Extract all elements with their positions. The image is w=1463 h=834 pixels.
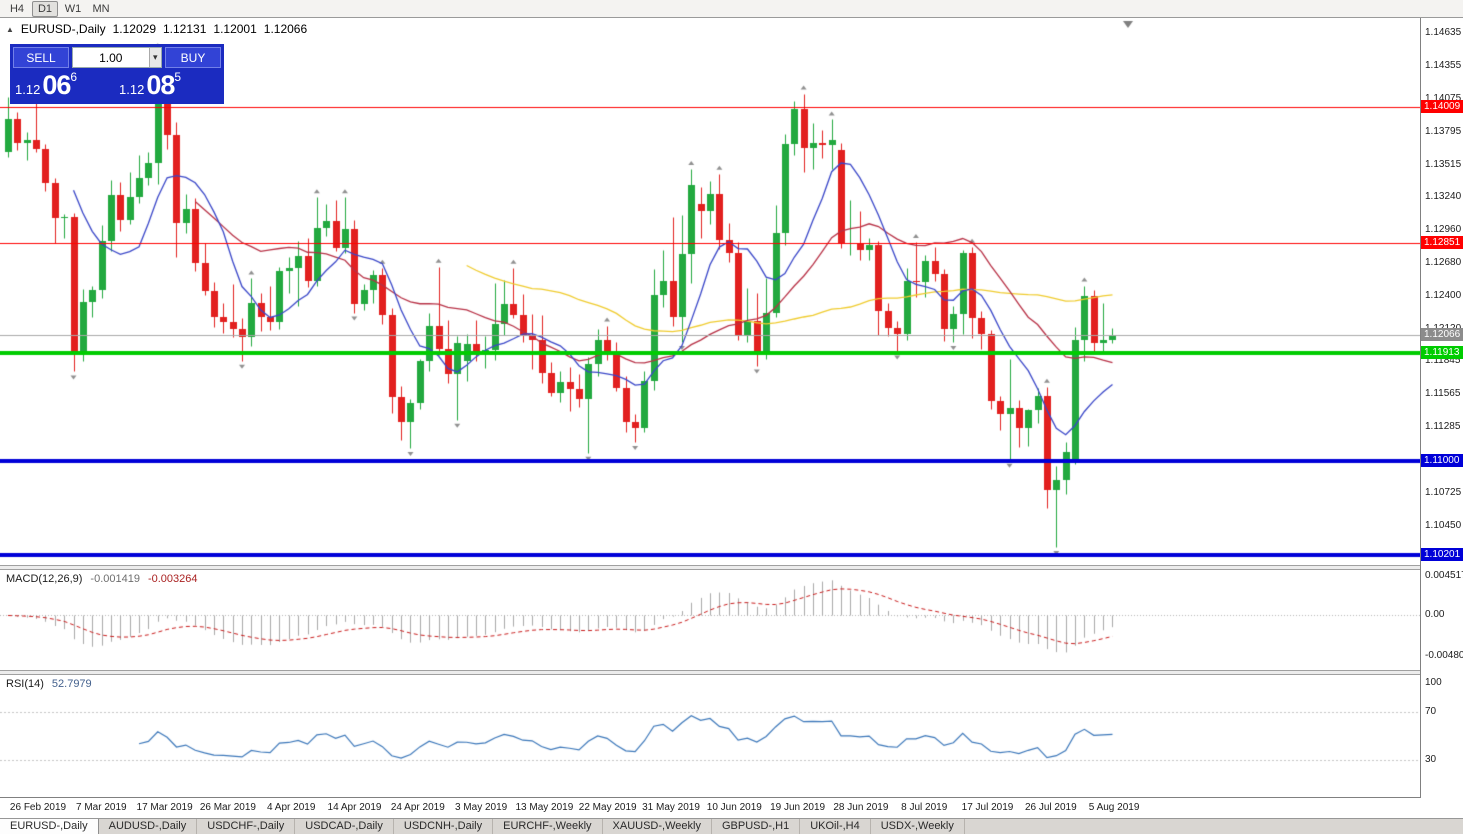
time-label: 13 May 2019 [515, 802, 574, 813]
time-label: 17 Jul 2019 [961, 802, 1014, 813]
price-tick: 1.14355 [1425, 59, 1462, 71]
chart-symbol-period: EURUSD-,Daily [20, 22, 106, 36]
chart-tab-eurchf-weekly[interactable]: EURCHF-,Weekly [493, 819, 603, 834]
chart-tab-audusd-daily[interactable]: AUDUSD-,Daily [99, 819, 198, 834]
time-label: 17 Mar 2019 [136, 802, 193, 813]
time-label: 24 Apr 2019 [390, 802, 445, 813]
macd-axis-value: -0.004806 [1425, 650, 1463, 662]
chart-high-value: 1.12131 [163, 22, 207, 36]
price-tick: 1.12680 [1425, 257, 1462, 269]
chart-tab-usdchf-daily[interactable]: USDCHF-,Daily [197, 819, 296, 834]
rsi-axis-value: 100 [1425, 677, 1442, 688]
price-tick: 1.12960 [1425, 224, 1462, 236]
sell-price-figure: 1.12 [15, 82, 41, 97]
macd-label: MACD(12,26,9) -0.001419 -0.003264 [6, 573, 198, 585]
rsi-label: RSI(14) 52.7979 [6, 678, 92, 690]
sell-button[interactable]: SELL [13, 47, 69, 68]
time-label: 10 Jun 2019 [706, 802, 762, 813]
time-label: 7 Mar 2019 [76, 802, 127, 813]
timeframe-button-w1[interactable]: W1 [64, 2, 82, 15]
timeframe-button-d1[interactable]: D1 [32, 0, 58, 17]
price-tick: 1.11285 [1425, 421, 1461, 433]
price-chart-canvas[interactable] [0, 18, 1420, 565]
rsi-indicator-canvas[interactable] [0, 675, 1420, 797]
price-axis[interactable]: 1.14635 1.14355 1.14075 1.13795 1.13515 1.132… [1421, 18, 1463, 798]
price-tick: 1.13795 [1425, 125, 1462, 137]
time-label: 31 May 2019 [642, 802, 700, 813]
macd-axis-value: 0.004517 [1425, 570, 1463, 582]
chart-tab-usdcad-daily[interactable]: USDCAD-,Daily [295, 819, 394, 834]
price-line-label: 1.11913 [1421, 346, 1463, 360]
price-tick: 1.13240 [1425, 191, 1462, 203]
macd-signal-value: -0.003264 [147, 573, 198, 585]
macd-indicator-canvas[interactable] [0, 570, 1420, 670]
buy-price-pipette: 5 [174, 70, 182, 84]
chart-low-value: 1.12001 [213, 22, 257, 36]
rsi-value: 52.7979 [51, 678, 92, 690]
collapse-trade-panel-icon[interactable]: ▲ [6, 24, 14, 34]
timeframe-button-h4[interactable]: H4 [9, 2, 25, 15]
price-tick: 1.13515 [1425, 158, 1462, 170]
sell-price-pipette: 6 [70, 70, 78, 84]
panel-separator[interactable] [0, 670, 1463, 675]
price-tick: 1.12400 [1425, 290, 1462, 302]
volume-field: ▾ [72, 47, 162, 68]
chart-tab-usdcnh-daily[interactable]: USDCNH-,Daily [394, 819, 494, 834]
rsi-axis-value: 30 [1425, 754, 1437, 766]
price-tick: 1.11845 [1425, 355, 1461, 367]
time-label: 26 Mar 2019 [199, 802, 256, 813]
timeframe-toolbar: H4 D1 W1 MN [0, 0, 1463, 18]
price-line-label: 1.11000 [1421, 453, 1463, 467]
chart-tab-gbpusd-h1[interactable]: GBPUSD-,H1 [712, 819, 801, 834]
price-line-label: 1.12066 [1421, 328, 1463, 342]
price-tick: 1.10450 [1425, 519, 1462, 531]
chart-tab-usdx-weekly[interactable]: USDX-,Weekly [871, 819, 965, 834]
volume-input[interactable] [73, 48, 149, 67]
buy-price-figure: 1.12 [119, 82, 145, 97]
sell-price[interactable]: 1.12066 [13, 69, 117, 101]
time-label: 3 May 2019 [454, 802, 508, 813]
buy-price-pips: 08 [146, 70, 175, 100]
one-click-trading-panel: SELL ▾ BUY 1.12066 1.12085 [10, 44, 224, 104]
price-tick: 1.14635 [1425, 26, 1462, 38]
macd-name: MACD(12,26,9) [6, 573, 83, 585]
rsi-name: RSI(14) [6, 678, 44, 690]
chart-open-value: 1.12029 [112, 22, 156, 36]
rsi-axis-value: 70 [1425, 705, 1437, 717]
chart-tabs: EURUSD-,Daily AUDUSD-,Daily USDCHF-,Daily U… [0, 818, 1463, 834]
buy-price[interactable]: 1.12085 [117, 69, 221, 101]
price-axis-separator [1420, 18, 1421, 798]
buy-button[interactable]: BUY [165, 47, 221, 68]
price-line-label: 1.10201 [1421, 548, 1463, 561]
time-axis[interactable]: 26 Feb 2019 7 Mar 2019 17 Mar 2019 26 Mar 2… [0, 797, 1463, 819]
price-tick: 1.11565 [1425, 388, 1461, 400]
time-label: 4 Apr 2019 [267, 802, 316, 813]
macd-axis-value: 0.00 [1425, 609, 1445, 620]
volume-dropdown-icon[interactable]: ▾ [148, 48, 161, 67]
time-label: 5 Aug 2019 [1088, 802, 1140, 813]
chart-tab-xauusd-weekly[interactable]: XAUUSD-,Weekly [603, 819, 712, 834]
price-tick: 1.10725 [1425, 487, 1462, 499]
macd-main-value: -0.001419 [90, 573, 140, 585]
price-line-label: 1.14009 [1421, 99, 1463, 113]
time-label: 22 May 2019 [578, 802, 637, 813]
chart-tab-ukoil-h4[interactable]: UKOil-,H4 [800, 819, 871, 834]
chart-tab-eurusd-daily[interactable]: EURUSD-,Daily [0, 819, 99, 834]
time-label: 14 Apr 2019 [327, 802, 382, 813]
panel-separator[interactable] [0, 565, 1463, 570]
time-label: 28 Jun 2019 [833, 802, 889, 813]
price-tick: 1.14075 [1425, 92, 1462, 104]
chart-close-value: 1.12066 [263, 22, 308, 36]
price-line-label: 1.12851 [1421, 236, 1463, 249]
time-label: 26 Jul 2019 [1024, 802, 1077, 813]
chart-title: ▲ EURUSD-,Daily 1.12029 1.12131 1.12001 … [6, 22, 307, 36]
time-label: 26 Feb 2019 [9, 802, 67, 813]
sell-price-pips: 06 [42, 70, 71, 100]
timeframe-button-mn[interactable]: MN [92, 2, 110, 15]
time-label: 8 Jul 2019 [901, 802, 948, 813]
time-label: 19 Jun 2019 [770, 802, 826, 813]
